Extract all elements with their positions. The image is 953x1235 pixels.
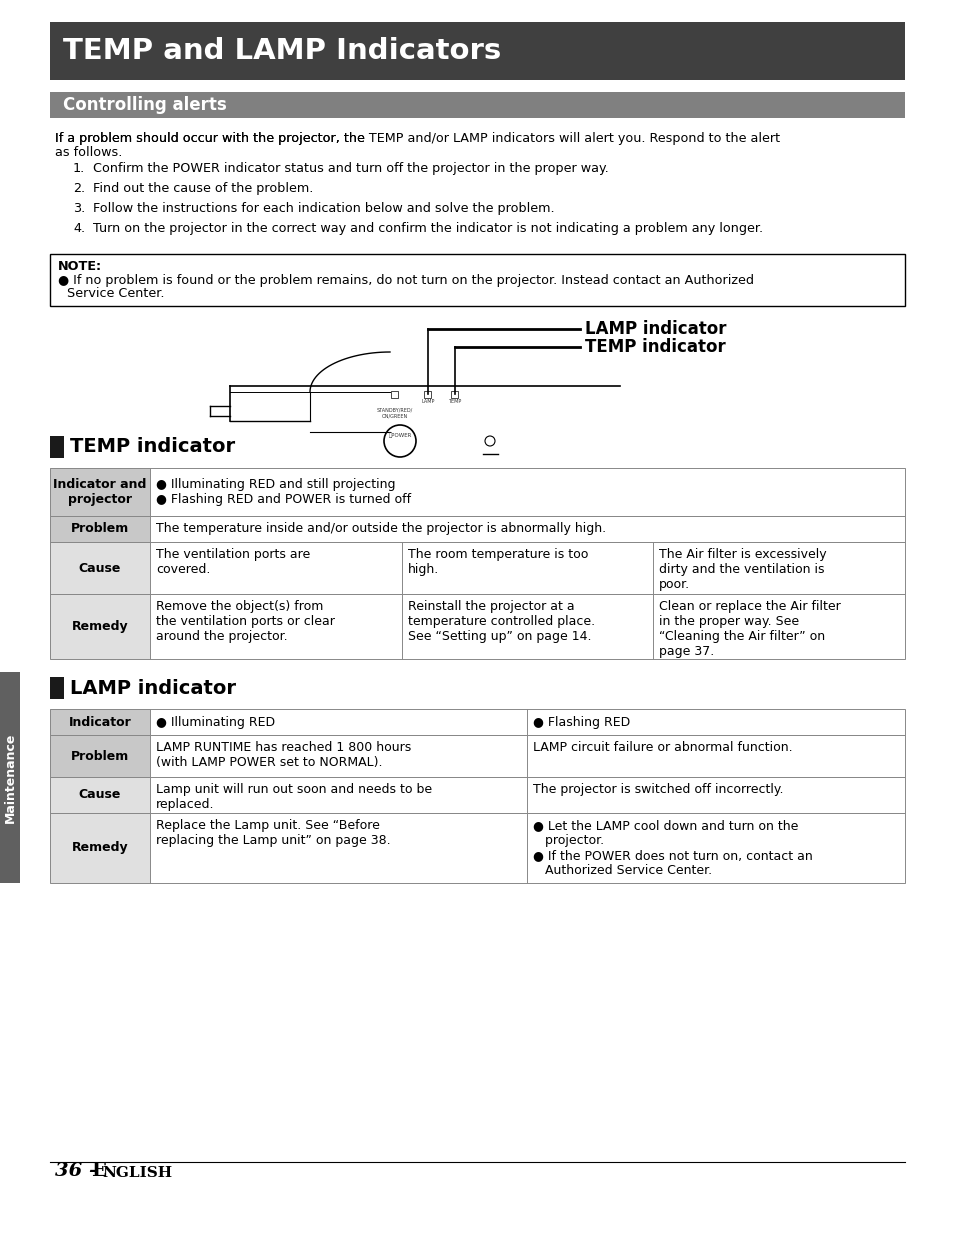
Bar — [50, 468, 904, 516]
Text: TEMP: TEMP — [448, 399, 461, 404]
Text: ● Illuminating RED and still projecting: ● Illuminating RED and still projecting — [156, 478, 395, 492]
Text: Replace the Lamp unit. See “Before
replacing the Lamp unit” on page 38.: Replace the Lamp unit. See “Before repla… — [156, 819, 390, 847]
Text: The projector is switched off incorrectly.: The projector is switched off incorrectl… — [533, 783, 783, 797]
Bar — [50, 468, 150, 516]
Bar — [50, 542, 904, 594]
Text: The ventilation ports are
covered.: The ventilation ports are covered. — [156, 548, 310, 576]
Bar — [150, 813, 904, 883]
Bar — [50, 436, 64, 458]
Bar — [150, 542, 904, 594]
Text: ● Flashing RED: ● Flashing RED — [533, 716, 630, 729]
Text: TEMP indicator: TEMP indicator — [584, 338, 725, 356]
Text: 4.: 4. — [73, 222, 85, 235]
Text: Find out the cause of the problem.: Find out the cause of the problem. — [92, 182, 313, 195]
Circle shape — [384, 425, 416, 457]
Text: Remove the object(s) from
the ventilation ports or clear
around the projector.: Remove the object(s) from the ventilatio… — [156, 600, 335, 643]
Bar — [50, 677, 64, 699]
Text: Problem: Problem — [71, 750, 129, 762]
Text: ● Let the LAMP cool down and turn on the
   projector.
● If the POWER does not t: ● Let the LAMP cool down and turn on the… — [533, 819, 812, 877]
Bar — [150, 468, 904, 516]
Text: NGLISH: NGLISH — [102, 1166, 172, 1179]
Bar — [50, 91, 904, 119]
Bar — [50, 777, 150, 813]
Text: NOTE:: NOTE: — [58, 261, 102, 273]
Text: ● Flashing RED and POWER is turned off: ● Flashing RED and POWER is turned off — [156, 493, 411, 506]
Circle shape — [484, 436, 495, 446]
Bar — [50, 516, 150, 542]
Bar — [150, 735, 904, 777]
Text: ⓅPOWER: ⓅPOWER — [388, 432, 412, 437]
Bar — [50, 542, 150, 594]
Text: Follow the instructions for each indication below and solve the problem.: Follow the instructions for each indicat… — [92, 203, 554, 215]
Text: Remedy: Remedy — [71, 841, 128, 855]
Text: The room temperature is too
high.: The room temperature is too high. — [407, 548, 587, 576]
Text: STANDBY/RED/
ON/GREEN: STANDBY/RED/ ON/GREEN — [376, 408, 413, 419]
Text: Confirm the POWER indicator status and turn off the projector in the proper way.: Confirm the POWER indicator status and t… — [92, 162, 608, 175]
Text: Problem: Problem — [71, 522, 129, 536]
Text: Controlling alerts: Controlling alerts — [63, 96, 227, 114]
Bar — [150, 594, 904, 659]
Text: Cause: Cause — [79, 788, 121, 802]
Bar — [50, 594, 904, 659]
Text: 1.: 1. — [73, 162, 85, 175]
Text: Indicator: Indicator — [69, 715, 132, 729]
Text: 3.: 3. — [73, 203, 85, 215]
Bar — [150, 516, 904, 542]
Text: Remedy: Remedy — [71, 620, 128, 634]
Bar — [50, 735, 904, 777]
Text: The temperature inside and/or outside the projector is abnormally high.: The temperature inside and/or outside th… — [156, 522, 605, 535]
Text: 2.: 2. — [73, 182, 85, 195]
Bar — [150, 709, 904, 735]
Text: ● Illuminating RED: ● Illuminating RED — [156, 716, 274, 729]
Text: Clean or replace the Air filter
in the proper way. See
“Cleaning the Air filter”: Clean or replace the Air filter in the p… — [659, 600, 841, 658]
Text: LAMP: LAMP — [421, 399, 435, 404]
Text: ● If no problem is found or the problem remains, do not turn on the projector. I: ● If no problem is found or the problem … — [58, 274, 753, 287]
Text: Service Center.: Service Center. — [67, 287, 164, 300]
Text: as follows.: as follows. — [55, 146, 122, 159]
Bar — [50, 813, 904, 883]
Text: LAMP RUNTIME has reached 1 800 hours
(with LAMP POWER set to NORMAL).: LAMP RUNTIME has reached 1 800 hours (wi… — [156, 741, 411, 769]
Text: Maintenance: Maintenance — [4, 732, 16, 823]
Bar — [50, 254, 904, 306]
Text: Reinstall the projector at a
temperature controlled place.
See “Setting up” on p: Reinstall the projector at a temperature… — [407, 600, 594, 643]
Bar — [50, 735, 150, 777]
Bar — [150, 777, 904, 813]
Text: LAMP circuit failure or abnormal function.: LAMP circuit failure or abnormal functio… — [533, 741, 792, 755]
Text: LAMP indicator: LAMP indicator — [70, 678, 235, 698]
Text: TEMP indicator: TEMP indicator — [70, 437, 234, 457]
Bar — [451, 391, 457, 398]
Text: 36 -: 36 - — [55, 1162, 104, 1179]
Bar — [50, 709, 150, 735]
Text: E: E — [91, 1162, 106, 1179]
Text: TEMP and LAMP Indicators: TEMP and LAMP Indicators — [63, 37, 500, 65]
Bar — [50, 516, 904, 542]
Bar — [0, 672, 20, 883]
Text: If a problem should occur with the projector, the TEMP and/or LAMP indicators wi: If a problem should occur with the proje… — [55, 132, 780, 144]
Text: If a problem should occur with the projector, the: If a problem should occur with the proje… — [55, 132, 369, 144]
Text: Turn on the projector in the correct way and confirm the indicator is not indica: Turn on the projector in the correct way… — [92, 222, 762, 235]
Text: The Air filter is excessively
dirty and the ventilation is
poor.: The Air filter is excessively dirty and … — [659, 548, 826, 592]
Bar — [391, 391, 397, 398]
Bar — [50, 813, 150, 883]
Bar — [50, 709, 904, 735]
Text: Lamp unit will run out soon and needs to be
replaced.: Lamp unit will run out soon and needs to… — [156, 783, 432, 811]
Bar — [423, 391, 431, 398]
Bar — [50, 22, 904, 80]
Text: Cause: Cause — [79, 562, 121, 574]
Bar — [50, 777, 904, 813]
Bar — [50, 594, 150, 659]
Text: LAMP indicator: LAMP indicator — [584, 320, 726, 338]
Text: Indicator and
projector: Indicator and projector — [53, 478, 147, 506]
